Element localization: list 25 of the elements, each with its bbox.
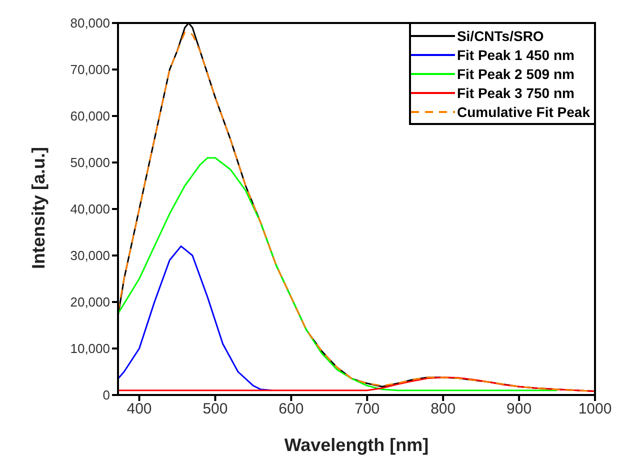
line-series bbox=[118, 376, 595, 392]
y-tick-label: 70,000 bbox=[70, 62, 110, 78]
x-tick-label: 500 bbox=[202, 400, 228, 418]
y-tick-label: 0 bbox=[102, 388, 110, 403]
y-tick-label: 30,000 bbox=[70, 248, 110, 264]
x-tick-label: 900 bbox=[506, 400, 532, 418]
y-tick-label: 40,000 bbox=[70, 202, 110, 217]
x-tick-label: 800 bbox=[430, 400, 456, 418]
x-tick-label: 600 bbox=[278, 400, 304, 418]
y-tick-label: 60,000 bbox=[70, 108, 110, 124]
y-tick-label: 50,000 bbox=[70, 155, 110, 170]
legend-label: Si/CNTs/SRO bbox=[456, 28, 544, 44]
x-axis-title: Wavelength [nm] bbox=[284, 435, 429, 455]
x-tick-label: 400 bbox=[126, 400, 152, 418]
y-axis-title: Intensity [a.u.] bbox=[28, 146, 48, 269]
x-tick-label: 700 bbox=[354, 400, 380, 418]
legend-label: Fit Peak 2 509 nm bbox=[456, 66, 574, 82]
y-tick-label: 20,000 bbox=[70, 294, 110, 310]
y-tick-label: 10,000 bbox=[70, 341, 110, 356]
x-tick-label: 1000 bbox=[578, 400, 612, 418]
legend-label: Fit Peak 1 450 nm bbox=[456, 46, 574, 62]
legend-label: Fit Peak 3 750 nm bbox=[456, 84, 574, 100]
legend-label: Cumulative Fit Peak bbox=[456, 104, 590, 120]
line-series bbox=[118, 157, 558, 392]
y-tick-label: 80,000 bbox=[70, 16, 110, 31]
